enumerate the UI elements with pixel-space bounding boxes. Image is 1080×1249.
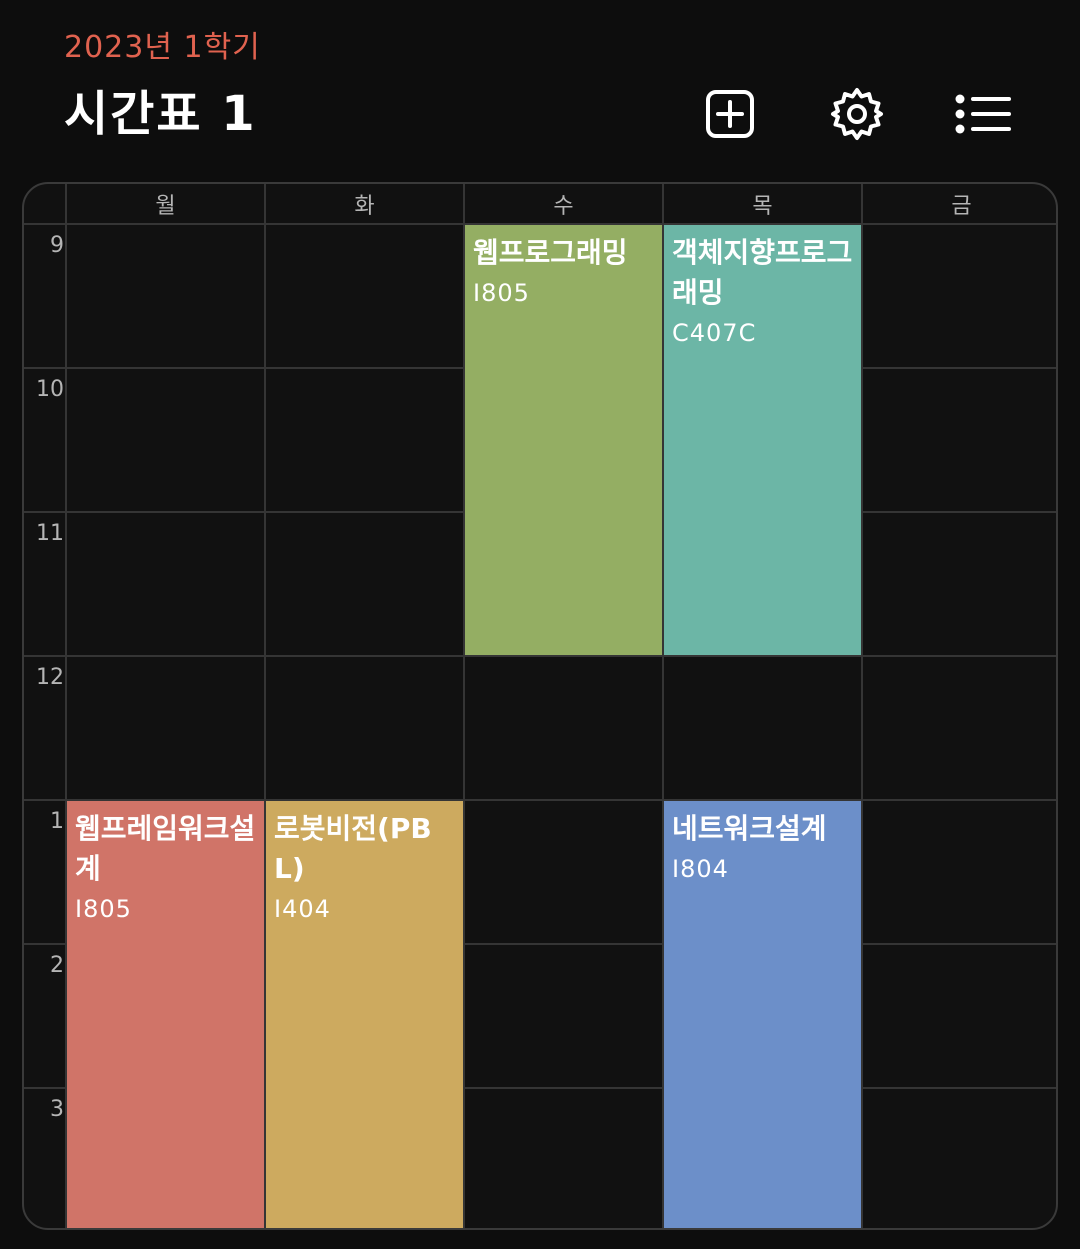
grid-column-divider (662, 184, 664, 1228)
add-square-icon (706, 90, 754, 138)
hour-label-4: 1 (50, 809, 64, 834)
grid-row-divider (24, 943, 1056, 945)
grid-column-divider (264, 184, 266, 1228)
hour-label-5: 2 (50, 953, 64, 978)
hour-label-2: 11 (36, 521, 64, 546)
course-block[interactable]: 웹프레임워크설계 I805 (67, 801, 264, 1228)
course-name: 네트워크설계 (672, 812, 827, 845)
list-button[interactable] (954, 84, 1014, 144)
hour-label-6: 3 (50, 1097, 64, 1122)
day-header-1: 화 (354, 194, 375, 219)
course-block[interactable]: 로봇비전(PBL) I404 (266, 801, 463, 1228)
list-icon (955, 94, 1011, 134)
gear-icon (831, 88, 883, 140)
grid-row-divider (24, 655, 1056, 657)
grid-row-divider (24, 1087, 1056, 1089)
course-room: I805 (473, 279, 530, 307)
add-course-button[interactable] (700, 84, 760, 144)
course-block[interactable]: 객체지향프로그래밍 C407C (664, 225, 861, 655)
grid-row-divider (24, 223, 1056, 225)
hour-label-3: 12 (36, 665, 64, 690)
course-name: 로봇비전(PBL) (274, 812, 432, 885)
day-header-3: 목 (752, 194, 773, 219)
course-room: C407C (672, 319, 757, 347)
grid-column-divider (463, 184, 465, 1228)
course-block[interactable]: 웹프로그래밍 I805 (465, 225, 662, 655)
course-room: I404 (274, 895, 331, 923)
grid-row-divider (24, 799, 1056, 801)
course-name: 객체지향프로그래밍 (672, 236, 853, 309)
hour-label-0: 9 (50, 233, 64, 258)
settings-button[interactable] (827, 84, 887, 144)
course-block[interactable]: 네트워크설계 I804 (664, 801, 861, 1228)
course-room: I805 (75, 895, 132, 923)
day-header-4: 금 (951, 194, 972, 219)
semester-label: 2023년 1학기 (64, 30, 261, 65)
course-name: 웹프로그래밍 (473, 236, 628, 269)
timetable-grid[interactable]: 월 화 수 목 금 9 10 11 12 1 2 3 웹프로그래밍 I805 객체지향프로그래밍 C407C 웹… (22, 182, 1058, 1230)
hour-label-1: 10 (36, 377, 64, 402)
grid-column-divider (861, 184, 863, 1228)
page-title[interactable]: 시간표 1 (64, 86, 257, 142)
day-header-2: 수 (553, 194, 574, 219)
course-room: I804 (672, 855, 729, 883)
day-header-0: 월 (155, 194, 176, 219)
grid-column-divider (65, 184, 67, 1228)
course-name: 웹프레임워크설계 (75, 812, 256, 885)
